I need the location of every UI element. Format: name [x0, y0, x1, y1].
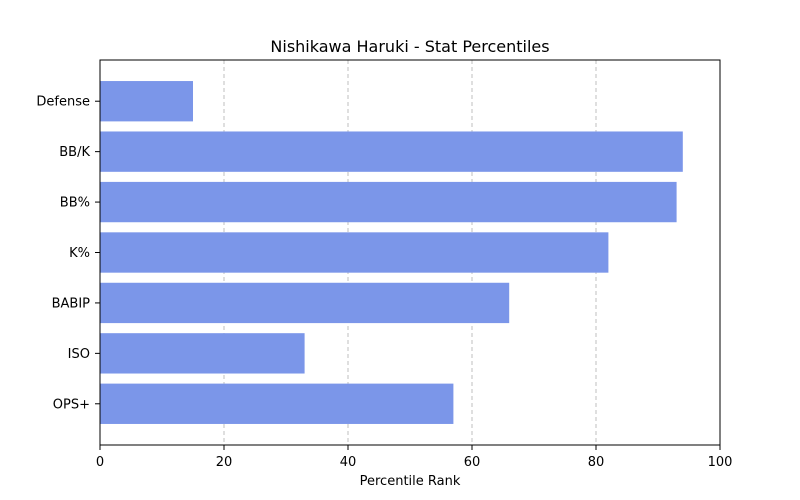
- bar: [100, 81, 193, 122]
- x-tick-label: 20: [216, 455, 233, 470]
- x-axis-label: Percentile Rank: [360, 474, 461, 489]
- y-tick-label: K%: [69, 246, 90, 261]
- bar: [100, 282, 510, 324]
- x-tick-label: 0: [96, 455, 104, 470]
- x-tick-label: 100: [708, 455, 733, 470]
- y-tick-label: OPS+: [53, 397, 90, 412]
- y-tick-label: BB%: [60, 196, 90, 211]
- x-tick-label: 60: [464, 455, 481, 470]
- bar: [100, 232, 609, 273]
- bar: [100, 131, 683, 172]
- y-axis: Defense BB/K BB% K% BABIP ISO OPS+: [36, 95, 100, 412]
- y-tick-label: Defense: [36, 95, 90, 110]
- y-tick-label: BB/K: [59, 145, 90, 160]
- bar: [100, 383, 454, 424]
- y-tick-label: BABIP: [52, 296, 91, 311]
- x-axis: 0 20 40 60 80 100: [96, 445, 733, 470]
- y-tick-label: ISO: [68, 347, 90, 362]
- x-tick-label: 80: [588, 455, 605, 470]
- bar: [100, 333, 305, 374]
- bars: [100, 81, 683, 424]
- x-tick-label: 40: [340, 455, 357, 470]
- chart-title: Nishikawa Haruki - Stat Percentiles: [270, 37, 549, 56]
- bar: [100, 181, 677, 223]
